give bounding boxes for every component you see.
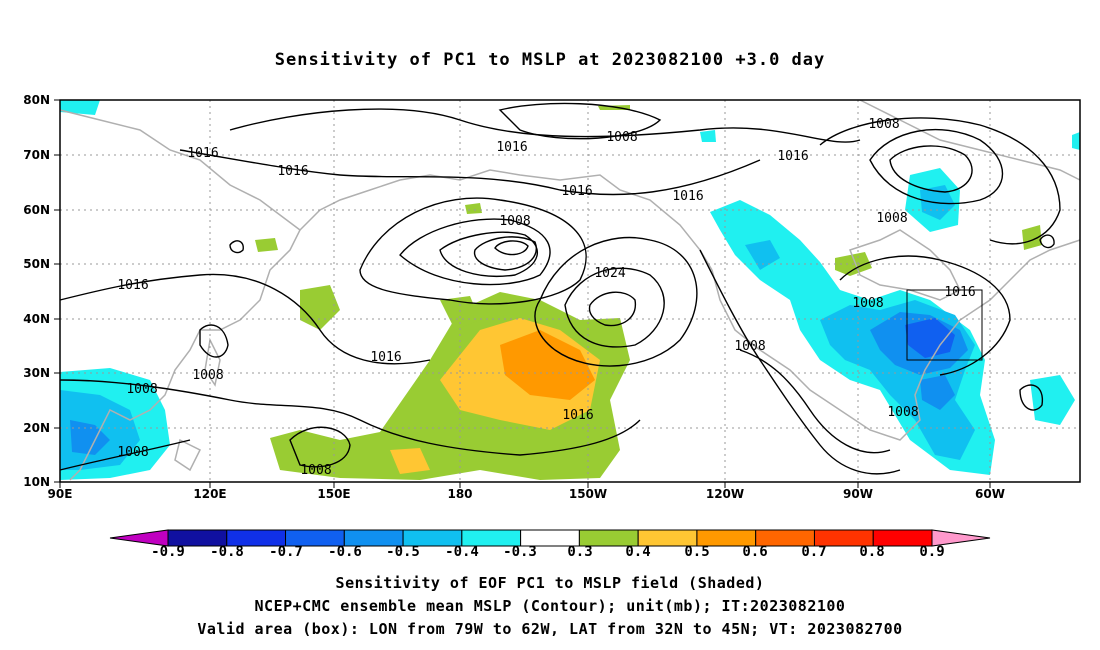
lat-label: 60N [23,203,50,217]
contour-label: 1008 [852,296,883,311]
colorbar-label: 0.8 [859,544,884,560]
lat-label: 80N [23,93,50,107]
contour-label: 1008 [887,405,918,420]
colorbar-end-right [931,529,991,547]
valid-area-box [906,289,983,361]
lat-labels: 80N 70N 60N 50N 40N 30N 20N 10N [23,93,50,489]
contour-labels: 1016 1016 1008 1016 1016 1016 1008 1008 … [117,117,975,478]
contour-label: 1008 [300,463,331,478]
lon-label: 150W [569,487,607,501]
contour-label: 1008 [606,130,637,145]
map-frame [59,99,1081,483]
lon-label: 150E [317,487,350,501]
colorbar-label: -0.4 [445,544,479,560]
lat-label: 70N [23,148,50,162]
colorbar-label: 0.5 [684,544,709,560]
colorbar-labels: -0.9 -0.8 -0.7 -0.6 -0.5 -0.4 -0.3 0.3 0… [151,544,945,560]
contour-label: 1008 [868,117,899,132]
colorbar-label: -0.3 [503,544,537,560]
lon-label: 90E [48,487,73,501]
contour-label: 1008 [499,214,530,229]
colorbar-label: 0.6 [742,544,767,560]
contour-label: 1008 [192,368,223,383]
lat-label: 50N [23,257,50,271]
lat-label: 10N [23,475,50,489]
caption-valid-area: Valid area (box): LON from 79W to 62W, L… [197,620,903,638]
lon-label: 120E [193,487,226,501]
contour-label: 1016 [277,164,308,179]
contour-label: 1016 [117,278,148,293]
contour-label: 1016 [944,285,975,300]
contour-label: 1008 [126,382,157,397]
colorbar [109,529,991,547]
contour-label: 1024 [594,266,625,281]
grid-lines [60,100,1080,482]
lat-label: 30N [23,366,50,380]
colorbar-label: -0.9 [151,544,185,560]
contour-label: 1016 [187,146,218,161]
contour-label: 1008 [117,445,148,460]
contour-label: 1008 [734,339,765,354]
contour-label: 1016 [561,184,592,199]
contour-label: 1016 [496,140,527,155]
lon-labels: 90E 120E 150E 180 150W 120W 90W 60W [48,487,1005,501]
caption-contour: NCEP+CMC ensemble mean MSLP (Contour); u… [254,597,846,615]
mslp-contours [59,102,1061,475]
caption-shaded: Sensitivity of EOF PC1 to MSLP field (Sh… [335,574,765,592]
colorbar-label: 0.3 [567,544,592,560]
lat-label: 40N [23,312,50,326]
contour-label: 1016 [370,350,401,365]
contour-label: 1016 [672,189,703,204]
lat-label: 20N [23,421,50,435]
contour-label: 1016 [777,149,808,164]
colorbar-label: 0.7 [801,544,826,560]
shaded-regions [60,100,1080,480]
colorbar-label: -0.5 [386,544,420,560]
colorbar-label: -0.8 [210,544,244,560]
contour-label: 1016 [562,408,593,423]
lon-label: 60W [975,487,1005,501]
colorbar-label: -0.7 [269,544,303,560]
map-title: Sensitivity of PC1 to MSLP at 2023082100… [274,50,826,70]
colorbar-label: 0.4 [625,544,650,560]
axis-ticks [54,99,991,488]
lon-label: 120W [706,487,744,501]
contour-label: 1008 [876,211,907,226]
lon-label: 180 [447,487,472,501]
colorbar-label: 0.9 [919,544,944,560]
colorbar-label: -0.6 [328,544,362,560]
lon-label: 90W [843,487,873,501]
